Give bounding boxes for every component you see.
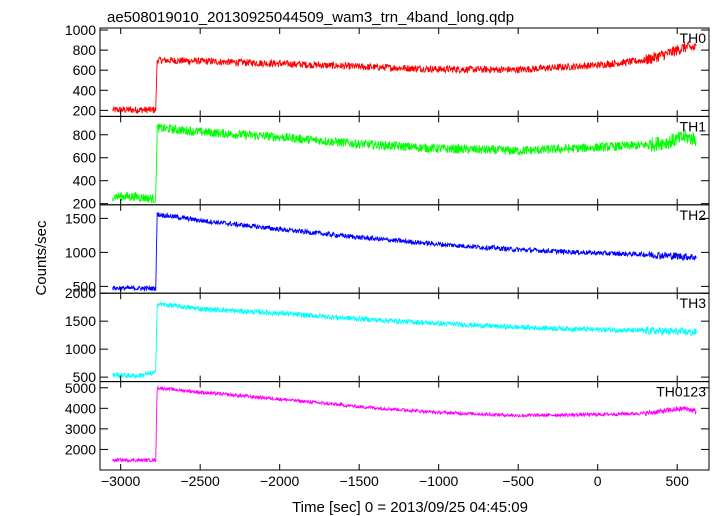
- panel-th0123: 2000 3000 4000 5000 TH0123: [65, 380, 710, 471]
- y-tick-label: 200: [73, 196, 97, 212]
- panel-label: TH0123: [656, 384, 706, 400]
- panel-label: TH1: [680, 118, 707, 134]
- series-line-th2: [112, 212, 697, 292]
- panel-th2: 500 1000 1500 TH2: [65, 204, 710, 294]
- panel-th1: 200 400 600 800 TH1: [73, 115, 710, 212]
- y-tick-label: 2000: [65, 285, 96, 301]
- y-tick-label: 1500: [65, 210, 96, 226]
- y-tick-label: 400: [73, 82, 97, 98]
- panel-frame: [99, 381, 710, 471]
- y-tick-label: 500: [73, 369, 97, 385]
- y-tick-label: 800: [73, 127, 97, 143]
- y-tick-label: 1500: [65, 313, 96, 329]
- x-axis-label: Time [sec] 0 = 2013/09/25 04:45:09: [292, 499, 528, 516]
- y-tick-label: 1000: [65, 22, 96, 38]
- y-tick-label: 2000: [65, 441, 96, 457]
- x-tick-label: 500: [666, 473, 690, 489]
- x-tick-label: −1000: [419, 473, 459, 489]
- panel-label: TH3: [680, 295, 707, 311]
- panel-th0: 200 400 600 800 1000 TH0: [65, 22, 710, 118]
- y-tick-label: 500: [73, 278, 97, 294]
- x-tick-label: −1500: [340, 473, 380, 489]
- y-tick-label: 4000: [65, 400, 96, 416]
- y-tick-label: 1000: [65, 341, 96, 357]
- y-tick-label: 5000: [65, 380, 96, 396]
- x-tick-label: 0: [594, 473, 602, 489]
- panel-th3: 500 1000 1500 2000 TH3: [65, 285, 710, 385]
- y-tick-label: 600: [73, 62, 97, 78]
- y-tick-label: 1000: [65, 244, 96, 260]
- y-tick-label: 600: [73, 150, 97, 166]
- series-line-th1: [112, 123, 697, 204]
- x-tick-label: −2000: [260, 473, 300, 489]
- x-axis: −3000 −2500 −2000 −1500 −1000 −500 0 500: [101, 473, 689, 489]
- y-axis-label: Counts/sec: [33, 220, 50, 296]
- y-tick-label: 3000: [65, 421, 96, 437]
- panel-frame: [99, 27, 710, 117]
- series-line-th0123: [112, 385, 697, 464]
- chart-title: ae508019010_20130925044509_wam3_trn_4ban…: [107, 9, 514, 26]
- x-tick-label: −500: [502, 473, 534, 489]
- panel-frame: [99, 115, 710, 206]
- x-tick-label: −2500: [181, 473, 221, 489]
- y-tick-label: 800: [73, 42, 97, 58]
- panel-label: TH2: [680, 207, 707, 223]
- panel-label: TH0: [680, 30, 707, 46]
- y-tick-label: 400: [73, 173, 97, 189]
- series-line-th0: [112, 40, 697, 115]
- y-tick-label: 200: [73, 102, 97, 118]
- series-line-th3: [112, 301, 697, 380]
- chart-panels: 200 400 600 800 1000 TH0 200 400 600 800 TH1 500 100…: [65, 22, 710, 471]
- x-tick-label: −3000: [101, 473, 141, 489]
